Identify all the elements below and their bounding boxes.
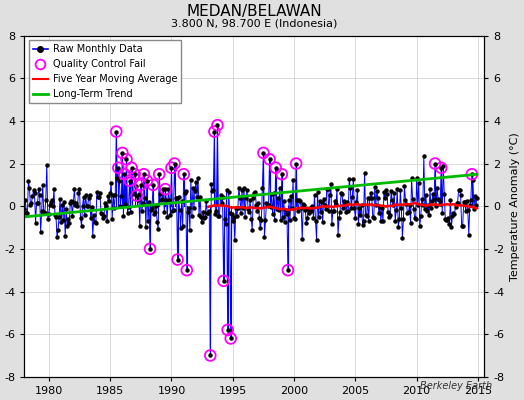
Point: [118, 150, 127, 156]
Point: [210, 128, 219, 135]
Point: [121, 171, 129, 178]
Point: [161, 186, 170, 192]
Point: [167, 165, 176, 171]
Point: [220, 278, 228, 284]
Point: [271, 165, 280, 171]
Point: [431, 160, 439, 167]
Point: [437, 165, 445, 171]
Point: [292, 160, 300, 167]
Y-axis label: Temperature Anomaly (°C): Temperature Anomaly (°C): [510, 132, 520, 280]
Point: [140, 171, 148, 178]
Point: [127, 165, 136, 171]
Point: [278, 171, 286, 178]
Text: Berkeley Earth: Berkeley Earth: [420, 381, 493, 391]
Title: MEDAN/BELAWAN: MEDAN/BELAWAN: [187, 4, 322, 19]
Point: [259, 150, 268, 156]
Point: [468, 171, 476, 178]
Point: [180, 171, 188, 178]
Point: [223, 327, 232, 333]
Point: [146, 246, 154, 252]
Point: [226, 335, 235, 342]
Point: [133, 192, 141, 199]
Point: [122, 156, 130, 162]
Point: [143, 178, 151, 184]
Point: [170, 160, 179, 167]
Point: [182, 267, 191, 273]
Legend: Raw Monthly Data, Quality Control Fail, Five Year Moving Average, Long-Term Tren: Raw Monthly Data, Quality Control Fail, …: [29, 40, 181, 103]
Point: [125, 178, 134, 184]
Point: [149, 182, 157, 188]
Point: [284, 267, 292, 273]
Point: [173, 256, 182, 263]
Text: 3.800 N, 98.700 E (Indonesia): 3.800 N, 98.700 E (Indonesia): [171, 19, 337, 29]
Point: [137, 182, 145, 188]
Point: [114, 165, 123, 171]
Point: [265, 156, 274, 162]
Point: [213, 122, 222, 128]
Point: [206, 352, 214, 359]
Point: [112, 128, 121, 135]
Point: [155, 171, 163, 178]
Point: [130, 171, 139, 178]
